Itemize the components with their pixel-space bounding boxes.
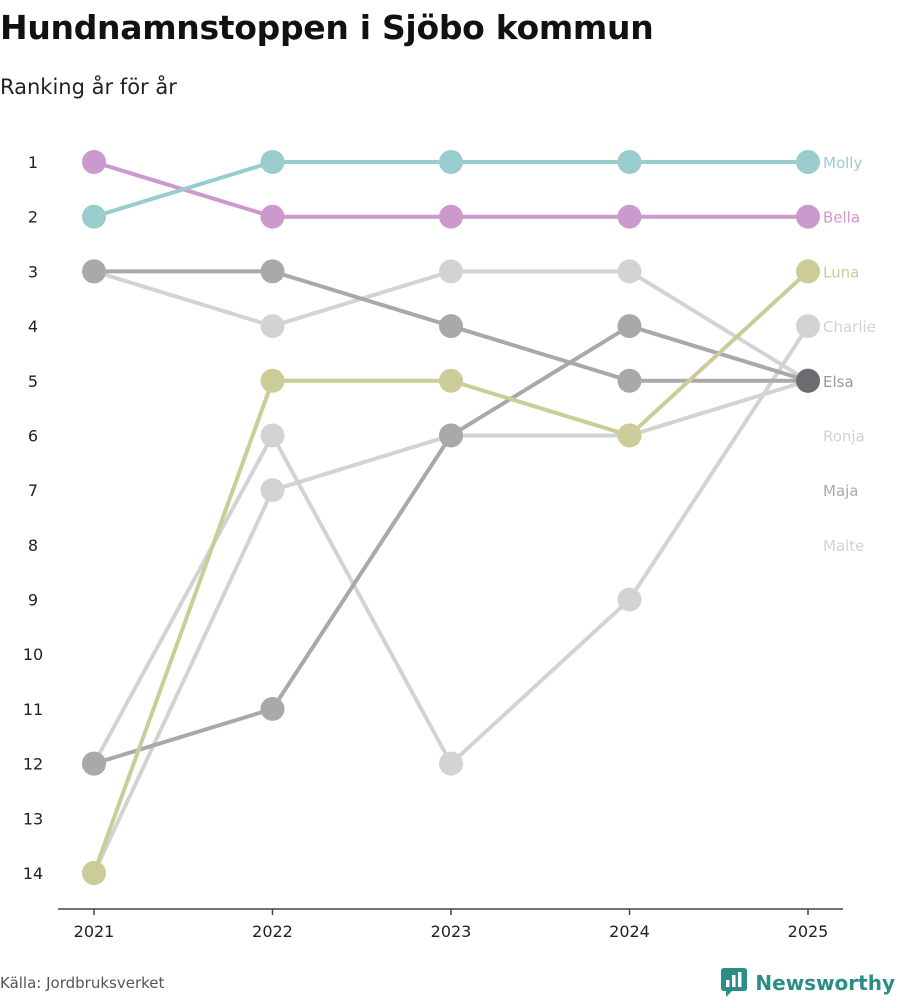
data-point-malte-2024 (617, 259, 642, 284)
data-point-bella-2023 (439, 204, 463, 229)
data-point-molly-2025 (796, 150, 820, 174)
data-point-elsa-2022 (260, 259, 285, 284)
x-tick-label-2023: 2023 (431, 922, 472, 941)
chart-title: Hundnamnstoppen i Sjöbo kommun (0, 8, 654, 47)
data-point-charlie-2023 (439, 423, 463, 448)
data-point-maja-2023 (439, 751, 463, 776)
y-tick-label-1: 1 (28, 153, 38, 172)
source-note: Källa: Jordbruksverket (0, 974, 165, 992)
x-tick-label-2025: 2025 (788, 922, 829, 941)
y-tick-label-3: 3 (28, 262, 38, 281)
data-point-molly-2021 (82, 204, 106, 229)
brand-name: Newsworthy (755, 971, 895, 995)
y-tick-label-13: 13 (23, 809, 43, 828)
y-tick-label-11: 11 (23, 700, 43, 719)
data-point-charlie-2024 (617, 314, 642, 339)
end-label-bella: Bella (823, 209, 860, 227)
data-point-malte-2023 (439, 259, 463, 284)
y-tick-label-5: 5 (28, 372, 38, 391)
data-point-elsa-2021 (82, 259, 106, 284)
data-point-bella-2022 (260, 204, 285, 229)
newsworthy-logo-icon (721, 968, 748, 997)
data-point-bella-2024 (617, 204, 642, 229)
y-tick-label-6: 6 (28, 426, 38, 445)
end-label-charlie: Charlie (823, 318, 876, 336)
data-point-elsa-2023 (439, 314, 463, 339)
x-tick-label-2022: 2022 (252, 922, 293, 941)
y-tick-label-14: 14 (23, 864, 43, 883)
data-point-molly-2024 (617, 150, 642, 174)
x-axis: 2021 2022 2023 2024 2025 (58, 908, 843, 941)
brand-logo: Newsworthy (721, 968, 895, 998)
data-point-elsa-2024 (617, 368, 642, 393)
series-end-labels: Molly Bella Luna Charlie Elsa Ronja Maja Malte (823, 154, 876, 555)
end-label-elsa: Elsa (823, 373, 854, 391)
data-point-charlie-2021 (82, 751, 106, 776)
end-label-malte: Malte (823, 537, 864, 555)
data-point-bella-2021 (82, 150, 106, 174)
data-point-maja-2022 (260, 423, 285, 448)
data-point-molly-2023 (439, 150, 463, 174)
y-tick-label-10: 10 (23, 645, 43, 664)
y-tick-label-9: 9 (28, 591, 38, 610)
data-point-luna-2024 (617, 423, 642, 448)
data-point-bella-2025 (796, 204, 820, 229)
highlight-point (796, 368, 820, 393)
y-tick-label-12: 12 (23, 755, 43, 774)
x-tick-label-2024: 2024 (609, 922, 650, 941)
end-label-maja: Maja (823, 482, 859, 500)
y-tick-label-4: 4 (28, 317, 38, 336)
data-point-luna-2023 (439, 368, 463, 393)
data-point-maja-2025 (796, 314, 820, 339)
data-point-luna-2021 (82, 861, 106, 885)
chart-subtitle: Ranking år för år (0, 75, 177, 99)
data-point-molly-2022 (260, 150, 285, 174)
data-point-luna-2025 (796, 259, 820, 284)
data-point-charlie-2022 (260, 696, 285, 721)
end-label-luna: Luna (823, 263, 859, 281)
data-point-malte-2022 (260, 314, 285, 339)
y-tick-label-7: 7 (28, 481, 38, 500)
end-label-molly: Molly (823, 154, 862, 172)
y-tick-label-8: 8 (28, 536, 38, 555)
x-tick-label-2021: 2021 (74, 922, 115, 941)
series-line-ronja (92, 378, 810, 875)
data-point-ronja-2022 (260, 478, 285, 503)
series-line-luna (92, 269, 810, 875)
y-tick-label-2: 2 (28, 208, 38, 227)
end-label-ronja: Ronja (823, 427, 865, 445)
data-point-luna-2022 (260, 368, 285, 393)
data-point-maja-2024 (617, 587, 642, 612)
series-points (82, 150, 820, 885)
